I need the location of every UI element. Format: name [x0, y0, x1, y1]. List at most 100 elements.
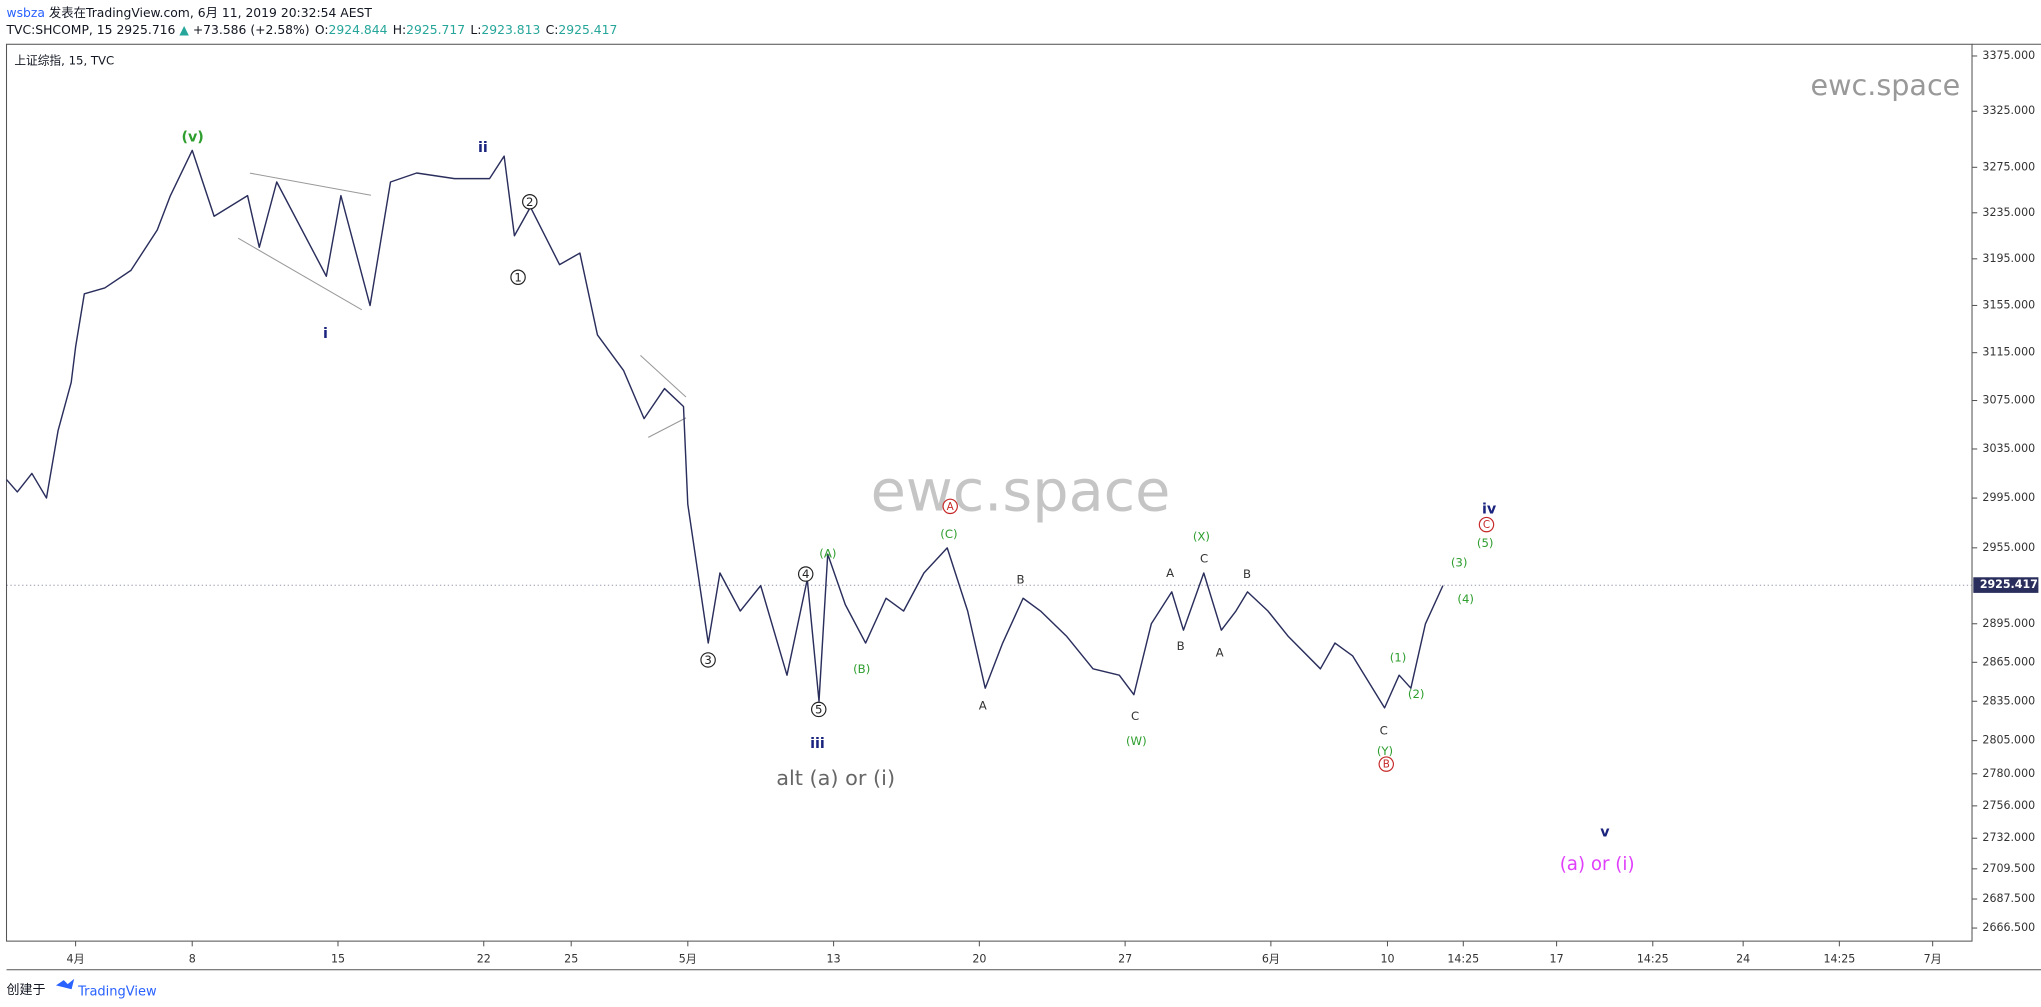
wave-label: (W)	[1126, 734, 1147, 748]
trendline	[237, 237, 363, 311]
wave-label: A	[947, 501, 955, 513]
wave-label: C	[1380, 723, 1388, 737]
plot-frame	[5, 43, 1973, 942]
wave-label: (v)	[181, 129, 203, 145]
y-tick-label: 2666.500	[1982, 921, 2035, 934]
user[interactable]: wsbza	[7, 6, 45, 20]
wave-label: i	[323, 326, 328, 342]
wave-label: 1	[514, 270, 521, 284]
wave-label: 2	[526, 195, 533, 209]
ohlc-value: 2923.813	[481, 22, 540, 36]
x-tick-label: 5月	[679, 952, 697, 965]
wave-label: (A)	[819, 546, 836, 560]
wave-circle	[1478, 516, 1495, 533]
y-tick-label: 3155.000	[1982, 298, 2035, 311]
wave-label: 4	[802, 567, 809, 581]
wave-label: A	[1166, 566, 1174, 580]
x-tick-label: 10	[1380, 952, 1394, 965]
y-tick-label: 2865.000	[1982, 655, 2035, 668]
ohlc-value: 2925.717	[406, 22, 465, 36]
trendlines	[237, 172, 687, 438]
footer-created: 创建于	[7, 983, 46, 998]
ohlc-value: 2925.417	[558, 22, 617, 36]
y-tick-label: 2709.500	[1982, 862, 2035, 875]
y-tick-label: 2835.000	[1982, 694, 2035, 707]
wave-label: (B)	[853, 662, 870, 676]
watermark: ewc.space	[1810, 68, 1960, 102]
x-tick-label: 25	[564, 952, 578, 965]
wave-circle	[1378, 756, 1395, 772]
y-tick-label: 3275.000	[1982, 160, 2035, 173]
wave-label: (3)	[1451, 555, 1468, 569]
wave-label: v	[1600, 824, 1610, 840]
wave-label: B	[1177, 639, 1185, 653]
chart-title: 上证综指, 15, TVC	[14, 54, 114, 68]
x-tick-label: 20	[972, 952, 986, 965]
wave-label: ii	[478, 140, 488, 156]
x-tick-label: 8	[189, 952, 196, 965]
x-tick-label: 15	[331, 952, 345, 965]
ohlc-key: C:	[546, 22, 559, 36]
wave-label: (2)	[1408, 687, 1425, 701]
wave-circle	[700, 652, 716, 668]
trendline	[640, 354, 687, 398]
y-tick-label: 2895.000	[1982, 617, 2035, 630]
x-tick-label: 27	[1118, 952, 1132, 965]
wave-label: C	[1483, 519, 1490, 531]
x-tick-label: 24	[1736, 952, 1750, 965]
wave-label: B	[1016, 572, 1024, 586]
trendline	[249, 172, 372, 196]
y-tick-label: 2732.000	[1982, 831, 2035, 844]
y-tick-label: 2780.000	[1982, 767, 2035, 780]
last: 2925.716	[116, 22, 175, 36]
wave-label: A	[1216, 645, 1224, 659]
wave-label: (X)	[1193, 529, 1210, 543]
price-line	[5, 149, 1444, 709]
wave-label: 5	[815, 703, 822, 717]
wave-label: (Y)	[1377, 744, 1393, 758]
wave-circle	[797, 566, 814, 582]
watermark: ewc.space	[871, 457, 1171, 524]
wave-label: (5)	[1477, 536, 1494, 550]
trendline	[647, 417, 687, 438]
y-tick-label: 3375.000	[1982, 49, 2035, 62]
wave-label: iii	[810, 736, 825, 752]
published: 发表在TradingView.com, 6月 11, 2019 20:32:54…	[49, 5, 372, 20]
wave-label: (4)	[1457, 592, 1474, 606]
y-tick-label: 2955.000	[1982, 541, 2035, 554]
ohlc: O:2924.844 H:2925.717 L:2923.813 C:2925.417	[315, 22, 618, 36]
x-tick-label: 14:25	[1823, 952, 1855, 965]
wave-label: C	[1200, 552, 1208, 566]
y-tick-label: 2687.500	[1982, 892, 2035, 905]
change: +73.586 (+2.58%)	[193, 22, 310, 36]
wave-circle	[510, 269, 526, 286]
y-tick-label: 3035.000	[1982, 442, 2035, 455]
wave-circle	[942, 498, 958, 515]
wave-circle	[810, 701, 827, 718]
x-tick-label: 6月	[1262, 952, 1280, 965]
ohlc-key: O:	[315, 22, 329, 36]
arrow: ▲	[179, 22, 189, 36]
wave-label: (1)	[1390, 651, 1407, 665]
y-tick-label: 2805.000	[1982, 734, 2035, 747]
x-tick-label: 14:25	[1637, 952, 1669, 965]
ohlc-key: L:	[470, 22, 481, 36]
x-tick-label: 22	[477, 952, 491, 965]
x-tick-label: 7月	[1924, 952, 1942, 965]
ohlc-value: 2924.844	[329, 22, 388, 36]
y-tick-label: 3235.000	[1982, 206, 2035, 219]
wave-label: B	[1243, 567, 1251, 581]
wave-label: (C)	[940, 527, 957, 541]
y-tick-label: 3075.000	[1982, 394, 2035, 407]
wave-circle	[522, 194, 538, 210]
wave-label: A	[979, 699, 987, 713]
wave-label: B	[1383, 759, 1390, 771]
y-tick-label: 2995.000	[1982, 491, 2035, 504]
wave-label: 3	[704, 653, 711, 667]
symbol: TVC:SHCOMP, 15	[6, 22, 113, 36]
y-tick-label: 3195.000	[1982, 252, 2035, 265]
footer-brand[interactable]: TradingView	[77, 984, 157, 999]
x-tick-label: 14:25	[1447, 952, 1479, 965]
